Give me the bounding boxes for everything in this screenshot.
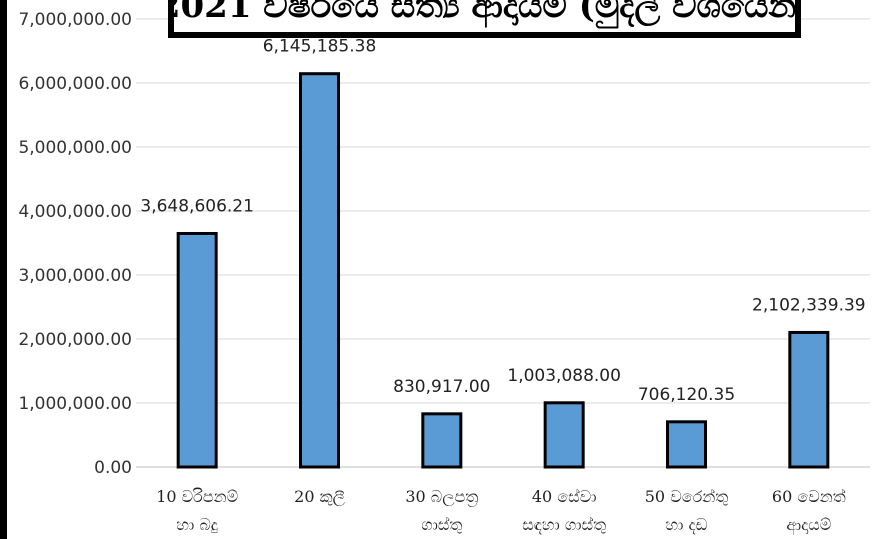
data-label: 706,120.35 [638, 385, 735, 405]
y-tick-labels: 0.00 1,000,000.00 2,000,000.00 3,000,000.00… [18, 10, 132, 478]
data-label: 2,102,339.39 [752, 295, 866, 315]
y-tick-label: 6,000,000.00 [18, 74, 132, 94]
category-label: 20 කුලී [294, 487, 345, 507]
chart-title: 2021 වර්ෂයේ සත්‍ය ආදායම (මුදල් වශයෙන්) [168, 0, 801, 38]
category-label: 10 වරිපනම් [156, 487, 238, 506]
y-tick-label: 4,000,000.00 [18, 202, 132, 222]
category-label: හා බදු [176, 515, 218, 534]
data-label: 830,917.00 [393, 377, 490, 397]
y-tick-label: 5,000,000.00 [18, 138, 132, 158]
left-border [0, 0, 7, 539]
category-label: ආදායම් [786, 515, 831, 535]
category-label: හා දඩ [666, 515, 708, 534]
bar [421, 412, 463, 469]
bar [299, 72, 340, 469]
data-label: 6,145,185.38 [263, 37, 377, 57]
data-label: 1,003,088.00 [507, 366, 621, 386]
category-label: ගාස්තු [421, 515, 462, 534]
data-label: 3,648,606.21 [140, 196, 254, 216]
category-label: 60 වෙනත් [772, 487, 846, 506]
category-label: සඳහා ගාස්තු [522, 515, 606, 534]
y-tick-label: 1,000,000.00 [18, 394, 132, 414]
bar [543, 401, 585, 469]
category-labels: 10 වරිපනම් හා බදු 20 කුලී 30 බලපත්‍ර ගාස්තු 4… [156, 487, 846, 535]
y-tick-label: 2,000,000.00 [18, 330, 132, 350]
category-label: 40 සේවා [532, 487, 597, 506]
category-label: 50 වරෙන්තු [645, 487, 729, 506]
gridlines [136, 18, 870, 468]
y-tick-label: 0.00 [94, 458, 132, 478]
bar [666, 420, 707, 469]
bar [176, 231, 218, 469]
y-tick-label: 3,000,000.00 [18, 266, 132, 286]
category-label: 30 බලපත්‍ර [405, 487, 478, 507]
y-tick-label: 7,000,000.00 [18, 10, 132, 30]
bars [176, 72, 830, 469]
bar [788, 330, 830, 469]
data-labels: 3,648,606.21 6,145,185.38 830,917.00 1,003,… [140, 37, 865, 405]
